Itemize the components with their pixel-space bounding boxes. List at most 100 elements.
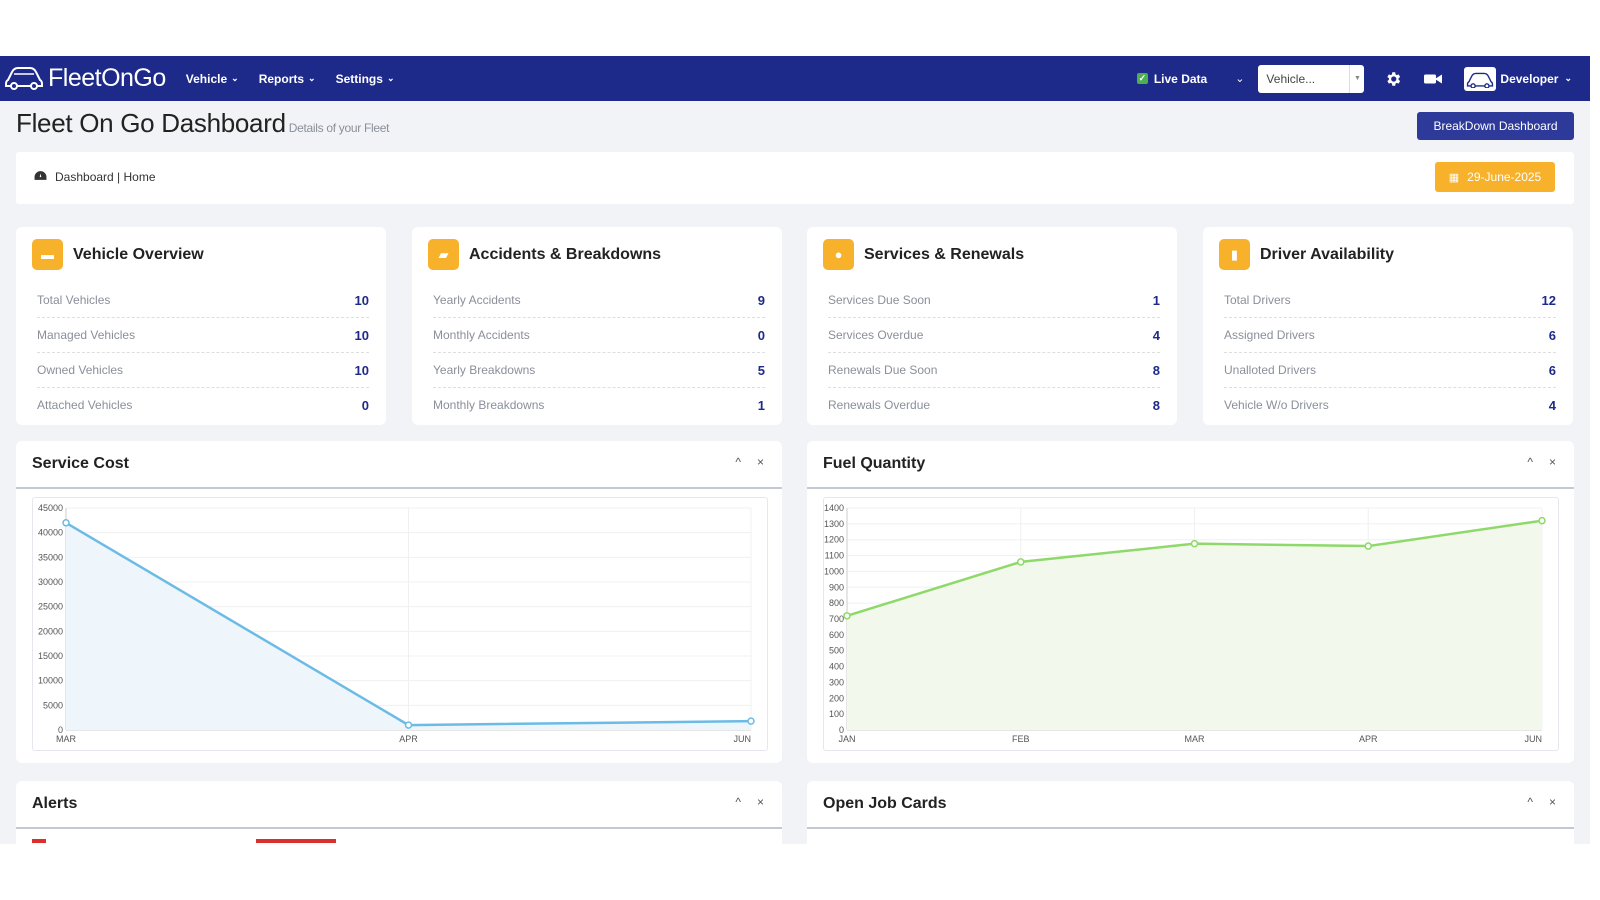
stat-label: Managed Vehicles (37, 328, 136, 342)
menu-vehicle[interactable]: Vehicle ⌄ (186, 72, 239, 86)
menu-reports-label: Reports (258, 71, 305, 86)
chevron-down-icon: ⌄ (1564, 73, 1572, 83)
fuel-quantity-chart: 0 100 200 300 400 500 600 700 800 900 1000 1100 1200… (824, 503, 1546, 744)
page-title: Fleet On Go Dashboard Details of your Fle… (16, 108, 389, 139)
dropdown-arrow-icon[interactable]: ▼ (1349, 64, 1364, 93)
card-title: Accidents & Breakdowns (469, 245, 662, 263)
x-tick-label: MAR (1185, 734, 1206, 744)
y-tick-label: 1000 (824, 566, 844, 576)
y-tick-label: 10000 (38, 676, 63, 686)
stat-row: Yearly Accidents 9 (433, 283, 765, 318)
collapse-icon[interactable]: ^ (1527, 795, 1533, 809)
stat-value: 10 (354, 362, 369, 378)
stat-value: 0 (361, 397, 369, 413)
data-point (1538, 516, 1546, 525)
close-icon[interactable]: × (756, 795, 764, 809)
y-tick-label: 1200 (824, 535, 844, 545)
top-navbar: FleetOnGo Vehicle ⌄ Reports ⌄ Settings ⌄ ✓ … (0, 56, 1590, 101)
menu-settings[interactable]: Settings ⌄ (336, 72, 395, 86)
chevron-down-icon: ⌄ (386, 73, 395, 83)
menu-vehicle-label: Vehicle (185, 71, 228, 86)
car-logo-icon (4, 62, 44, 95)
stat-value: 8 (1152, 362, 1160, 378)
stat-label: Renewals Overdue (828, 398, 931, 412)
data-point (404, 721, 413, 729)
collapse-icon[interactable]: ^ (735, 455, 741, 469)
stat-label: Vehicle W/o Drivers (1224, 398, 1329, 412)
stat-row: Services Due Soon 1 (828, 283, 1160, 318)
panel-controls: ^ × (1511, 795, 1556, 809)
stat-value: 6 (1548, 327, 1556, 343)
panel-header: Fuel Quantity ^ × (807, 441, 1574, 489)
live-data-toggle[interactable]: ✓ Live Data (1136, 72, 1207, 86)
series-area (847, 520, 1542, 730)
check-icon[interactable]: ✓ (1136, 73, 1148, 84)
stat-value: 10 (354, 327, 369, 343)
y-tick-label: 500 (829, 646, 844, 656)
stat-row: Renewals Overdue 8 (828, 388, 1160, 422)
vehicle-select[interactable]: Vehicle... ▼ (1258, 64, 1365, 93)
stat-list: Services Due Soon 1 Services Overdue 4 Ren… (828, 283, 1160, 422)
card-title: Vehicle Overview (73, 245, 204, 263)
vehicle-select-value: Vehicle... (1266, 71, 1316, 86)
stat-value: 1 (1152, 292, 1160, 308)
stat-label: Renewals Due Soon (828, 363, 938, 377)
video-camera-icon[interactable] (1424, 72, 1443, 86)
stat-label: Services Due Soon (828, 293, 931, 307)
breadcrumb[interactable]: Dashboard | Home (34, 170, 156, 184)
user-menu[interactable]: Developer ⌄ (1464, 66, 1572, 91)
stat-label: Monthly Breakdowns (433, 398, 545, 412)
x-tick-label: JAN (838, 734, 855, 744)
stat-row: Monthly Breakdowns 1 (433, 388, 765, 422)
panel-title: Alerts (32, 795, 78, 812)
panel-title: Open Job Cards (823, 795, 947, 812)
x-tick-label: APR (1359, 734, 1378, 744)
stat-value: 0 (757, 327, 765, 343)
card-header: ▬ Vehicle Overview (32, 239, 204, 270)
stat-list: Yearly Accidents 9 Monthly Accidents 0 Yea… (433, 283, 765, 422)
y-tick-label: 200 (829, 693, 844, 703)
collapse-icon[interactable]: ^ (735, 795, 741, 809)
stat-label: Assigned Drivers (1224, 328, 1315, 342)
app-window: FleetOnGo Vehicle ⌄ Reports ⌄ Settings ⌄ ✓ … (0, 56, 1590, 844)
services-renewals-card: ● Services & Renewals Services Due Soon 1… (807, 227, 1177, 425)
series-area (66, 522, 751, 730)
close-icon[interactable]: × (756, 455, 764, 469)
date-picker-button[interactable]: ▦ 29-June-2025 (1435, 162, 1555, 192)
close-icon[interactable]: × (1548, 795, 1556, 809)
y-tick-label: 45000 (38, 503, 63, 513)
panel-header: Open Job Cards ^ × (807, 781, 1574, 829)
alerts-panel: Alerts ^ × (16, 781, 782, 844)
y-tick-label: 30000 (38, 577, 63, 587)
driver-availability-card: ▮ Driver Availability Total Drivers 12 As… (1203, 227, 1573, 425)
gear-icon[interactable] (1384, 70, 1402, 88)
date-label: 29-June-2025 (1467, 170, 1542, 184)
panel-controls: ^ × (719, 795, 764, 809)
stat-row: Yearly Breakdowns 5 (433, 353, 765, 388)
x-tick-label: JUN (734, 734, 752, 744)
menu-reports[interactable]: Reports ⌄ (259, 72, 316, 86)
brand-logo[interactable]: FleetOnGo (4, 62, 166, 95)
x-tick-label: MAR (56, 734, 77, 744)
card-header: ● Services & Renewals (823, 239, 1024, 270)
navbar-right: ✓ Live Data ⌄ Vehicle... ▼ Developer ⌄ (1136, 56, 1590, 101)
stat-value: 10 (354, 292, 369, 308)
y-tick-label: 20000 (38, 626, 63, 636)
stat-label: Total Drivers (1224, 293, 1291, 307)
collapse-icon[interactable]: ^ (1527, 455, 1533, 469)
chevron-down-icon: ⌄ (308, 73, 316, 83)
y-tick-label: 100 (829, 709, 844, 719)
panel-title: Service Cost (32, 455, 129, 472)
y-tick-label: 400 (829, 662, 844, 672)
card-header: ▮ Driver Availability (1219, 239, 1394, 270)
chevron-down-icon[interactable]: ⌄ (1235, 73, 1245, 85)
y-tick-label: 1300 (824, 519, 844, 529)
x-tick-label: FEB (1012, 734, 1030, 744)
panel-header: Alerts ^ × (16, 781, 782, 829)
data-point (747, 717, 755, 725)
close-icon[interactable]: × (1548, 455, 1556, 469)
page-title-text: Fleet On Go Dashboard (16, 108, 286, 138)
breakdown-dashboard-button[interactable]: BreakDown Dashboard (1417, 112, 1574, 140)
y-tick-label: 15000 (38, 651, 63, 661)
stat-row: Attached Vehicles 0 (37, 388, 369, 422)
